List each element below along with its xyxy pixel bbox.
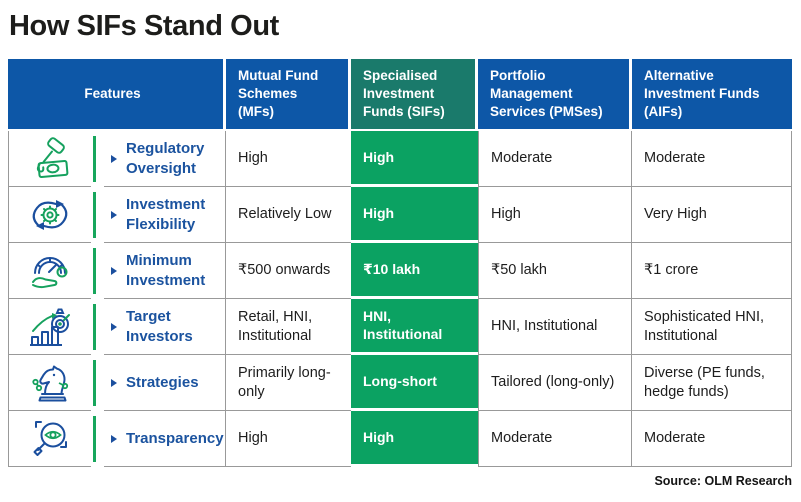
feature-cell: Investment Flexibility bbox=[8, 187, 226, 243]
page-title: How SIFs Stand Out bbox=[9, 10, 279, 42]
mf-cell: Primarily long-only bbox=[226, 355, 351, 411]
table-row: Strategies Primarily long-only Long-shor… bbox=[8, 355, 792, 411]
table-row: Investment Flexibility Relatively Low Hi… bbox=[8, 187, 792, 243]
pms-cell: Tailored (long-only) bbox=[478, 355, 632, 411]
feature-label: Investment Flexibility bbox=[126, 196, 206, 233]
growth-target-icon bbox=[9, 299, 91, 355]
gear-cycle-icon bbox=[9, 187, 91, 243]
eye-magnifier-icon bbox=[9, 411, 91, 467]
feature-cell: Regulatory Oversight bbox=[8, 131, 226, 187]
gauge-hand-icon bbox=[9, 243, 91, 299]
feature-label: Strategies bbox=[126, 373, 199, 391]
bullet-triangle-icon bbox=[111, 154, 117, 163]
aif-cell: Moderate bbox=[632, 131, 792, 187]
feature-label: Target Investors bbox=[126, 308, 193, 345]
feature-label: Transparency bbox=[126, 429, 224, 447]
header-aifs: Alternative Investment Funds (AIFs) bbox=[632, 59, 792, 129]
source-credit: Source: OLM Research bbox=[654, 474, 792, 488]
infographic: How SIFs Stand Out Features Mutual Fund … bbox=[0, 10, 801, 488]
mf-cell: Relatively Low bbox=[226, 187, 351, 243]
table-row: Regulatory Oversight High High Moderate … bbox=[8, 131, 792, 187]
table-row: Transparency High High Moderate Moderate bbox=[8, 411, 792, 467]
aif-cell: Sophisticated HNI, Institutional bbox=[632, 299, 792, 355]
feature-cell: Minimum Investment bbox=[8, 243, 226, 299]
pms-cell: High bbox=[478, 187, 632, 243]
header-sifs: Specialised Investment Funds (SIFs) bbox=[351, 59, 478, 129]
feature-cell: Strategies bbox=[8, 355, 226, 411]
pms-cell: Moderate bbox=[478, 411, 632, 467]
table-row: Target Investors Retail, HNI, Institutio… bbox=[8, 299, 792, 355]
mf-cell: Retail, HNI, Institutional bbox=[226, 299, 351, 355]
aif-cell: Very High bbox=[632, 187, 792, 243]
bullet-triangle-icon bbox=[111, 322, 117, 331]
accent-bar bbox=[91, 355, 104, 411]
table-header-row: Features Mutual Fund Schemes (MFs) Speci… bbox=[8, 59, 792, 131]
gavel-money-icon bbox=[9, 131, 91, 187]
pms-cell: Moderate bbox=[478, 131, 632, 187]
header-pmses: Portfolio Management Services (PMSes) bbox=[478, 59, 632, 129]
feature-cell: Target Investors bbox=[8, 299, 226, 355]
accent-bar bbox=[91, 299, 104, 355]
pms-cell: HNI, Institutional bbox=[478, 299, 632, 355]
accent-bar bbox=[91, 187, 104, 243]
mf-cell: High bbox=[226, 411, 351, 467]
sif-cell: ₹10 lakh bbox=[351, 243, 478, 299]
aif-cell: ₹1 crore bbox=[632, 243, 792, 299]
bullet-triangle-icon bbox=[111, 434, 117, 443]
aif-cell: Moderate bbox=[632, 411, 792, 467]
comparison-table: Features Mutual Fund Schemes (MFs) Speci… bbox=[8, 59, 792, 467]
mf-cell: High bbox=[226, 131, 351, 187]
accent-bar bbox=[91, 243, 104, 299]
header-mutual-funds: Mutual Fund Schemes (MFs) bbox=[226, 59, 351, 129]
accent-bar bbox=[91, 411, 104, 467]
chess-knight-icon bbox=[9, 355, 91, 411]
sif-cell: HNI, Institutional bbox=[351, 299, 478, 355]
feature-label: Minimum Investment bbox=[126, 252, 206, 289]
bullet-triangle-icon bbox=[111, 378, 117, 387]
table-row: Minimum Investment ₹500 onwards ₹10 lakh… bbox=[8, 243, 792, 299]
pms-cell: ₹50 lakh bbox=[478, 243, 632, 299]
bullet-triangle-icon bbox=[111, 210, 117, 219]
sif-cell: High bbox=[351, 187, 478, 243]
aif-cell: Diverse (PE funds, hedge funds) bbox=[632, 355, 792, 411]
sif-cell: Long-short bbox=[351, 355, 478, 411]
bullet-triangle-icon bbox=[111, 266, 117, 275]
feature-cell: Transparency bbox=[8, 411, 226, 467]
sif-cell: High bbox=[351, 131, 478, 187]
mf-cell: ₹500 onwards bbox=[226, 243, 351, 299]
feature-label: Regulatory Oversight bbox=[126, 140, 205, 177]
sif-cell: High bbox=[351, 411, 478, 467]
accent-bar bbox=[91, 131, 104, 187]
header-features: Features bbox=[8, 59, 226, 129]
